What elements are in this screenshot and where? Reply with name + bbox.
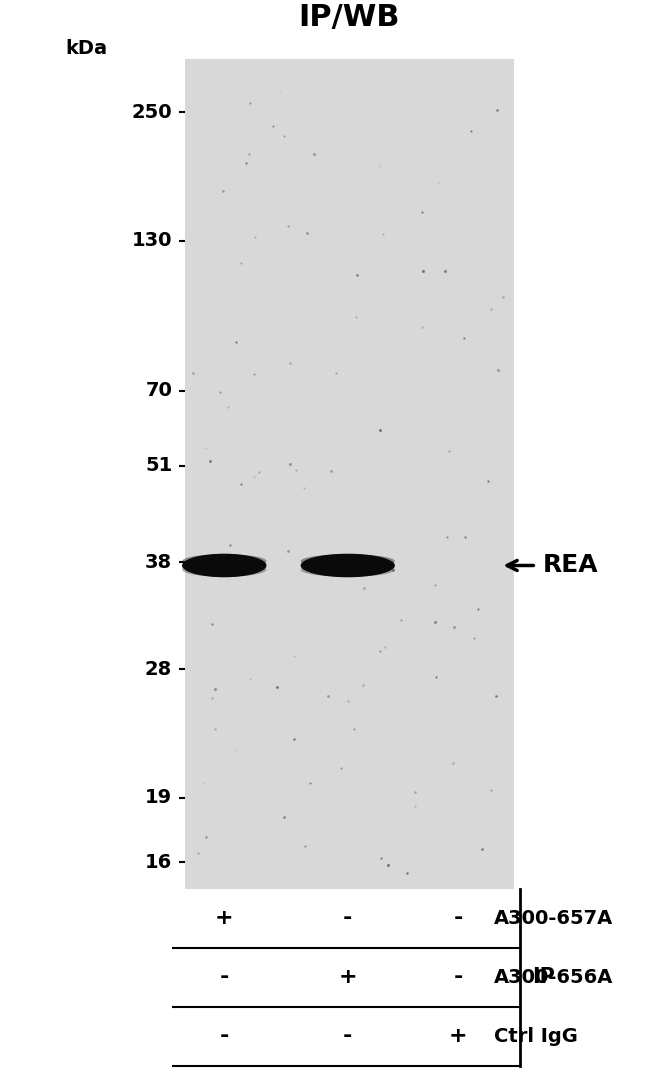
- Text: IP: IP: [532, 967, 554, 987]
- Ellipse shape: [300, 554, 395, 577]
- Text: Ctrl IgG: Ctrl IgG: [494, 1027, 578, 1045]
- Text: -: -: [343, 1026, 352, 1046]
- Ellipse shape: [182, 554, 266, 577]
- Ellipse shape: [300, 554, 395, 569]
- Bar: [185, 59, 514, 889]
- Text: A300-656A: A300-656A: [494, 968, 614, 986]
- Text: kDa: kDa: [65, 39, 107, 58]
- Ellipse shape: [182, 562, 266, 577]
- Text: -: -: [343, 908, 352, 929]
- Text: 28: 28: [145, 660, 172, 679]
- Text: REA: REA: [543, 554, 599, 577]
- Ellipse shape: [182, 554, 266, 569]
- Text: IP/WB: IP/WB: [298, 3, 400, 32]
- Text: 250: 250: [131, 103, 172, 122]
- Text: +: +: [215, 908, 233, 929]
- Text: -: -: [220, 967, 229, 987]
- Text: -: -: [454, 908, 463, 929]
- Text: 16: 16: [145, 853, 172, 872]
- Ellipse shape: [300, 562, 395, 577]
- Text: -: -: [454, 967, 463, 987]
- Text: 19: 19: [145, 788, 172, 808]
- Text: 70: 70: [146, 381, 172, 401]
- Text: 51: 51: [145, 456, 172, 476]
- Text: +: +: [449, 1026, 467, 1046]
- Text: A300-657A: A300-657A: [494, 909, 613, 927]
- Text: -: -: [220, 1026, 229, 1046]
- Text: +: +: [339, 967, 357, 987]
- Text: 130: 130: [132, 231, 172, 251]
- Text: 38: 38: [145, 553, 172, 572]
